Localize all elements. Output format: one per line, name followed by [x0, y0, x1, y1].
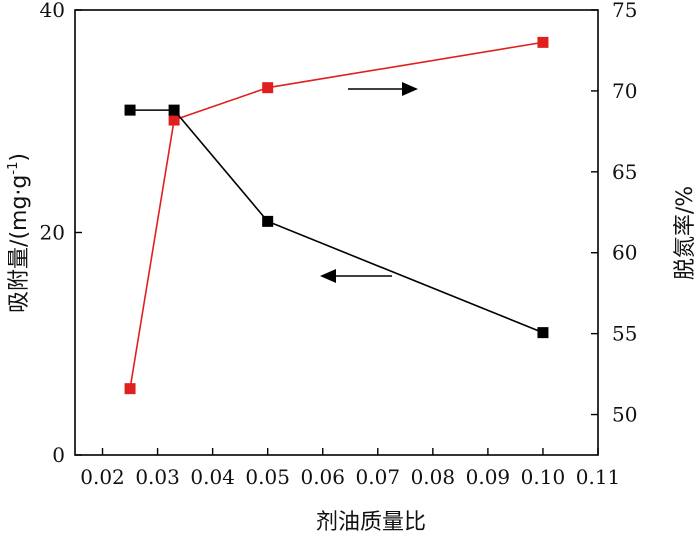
- data-point-denitrogenation: [262, 82, 274, 94]
- x-tick-label: 0.09: [466, 465, 511, 489]
- y-left-title-dot: ·: [7, 189, 32, 196]
- y-left-title-exp: -1: [6, 162, 21, 175]
- data-point-adsorption: [537, 327, 549, 339]
- data-point-adsorption: [168, 104, 180, 116]
- y-right-tick-label: 70: [612, 79, 637, 103]
- y-right-tick-label: 75: [612, 0, 637, 22]
- x-tick-label: 0.03: [135, 465, 180, 489]
- y-left-axis-title: 吸附量/(mg·g-1): [6, 153, 32, 313]
- y-left-tick-label: 0: [52, 443, 65, 467]
- x-tick-label: 0.02: [80, 465, 125, 489]
- svg-text:吸附量/(mg·g-1): 吸附量/(mg·g-1): [6, 153, 32, 313]
- x-tick-label: 0.07: [356, 465, 401, 489]
- series-line-denitrogenation: [129, 41, 544, 389]
- data-point-adsorption: [262, 215, 274, 227]
- x-tick-label: 0.08: [411, 465, 456, 489]
- ticks: 0.02 0.03 0.04 0.05 0.06 0.07 0.08 0.09 0.10 0.11…: [40, 0, 638, 489]
- series-line-adsorption: [130, 109, 544, 334]
- data-point-denitrogenation: [124, 383, 136, 395]
- y-right-tick-label: 60: [612, 241, 637, 265]
- y-left-tick-label: 40: [40, 0, 65, 22]
- y-right-tick-label: 65: [612, 160, 637, 184]
- y-left-title-g: g: [7, 175, 32, 189]
- y-left-title-main: 吸附量/(mg: [7, 196, 32, 313]
- y-left-title-close: ): [7, 153, 32, 162]
- data-point-denitrogenation: [537, 36, 549, 48]
- series: [124, 36, 549, 395]
- arrow-right-head: [402, 82, 418, 96]
- y-left-tick-label: 20: [40, 221, 65, 245]
- y-right-tick-label: 55: [612, 322, 637, 346]
- data-point-denitrogenation: [168, 114, 180, 126]
- x-tick-label: 0.06: [300, 465, 345, 489]
- y-right-axis-title: 脱氮率/%: [673, 186, 698, 280]
- x-axis-title: 剂油质量比: [316, 510, 426, 535]
- data-point-adsorption: [124, 104, 136, 116]
- arrow-left-head: [320, 269, 336, 283]
- x-tick-label: 0.05: [245, 465, 290, 489]
- annotations: [320, 82, 418, 283]
- x-tick-label: 0.04: [190, 465, 235, 489]
- x-tick-label: 0.10: [521, 465, 566, 489]
- y-right-tick-label: 50: [612, 403, 637, 427]
- x-tick-label: 0.11: [576, 465, 621, 489]
